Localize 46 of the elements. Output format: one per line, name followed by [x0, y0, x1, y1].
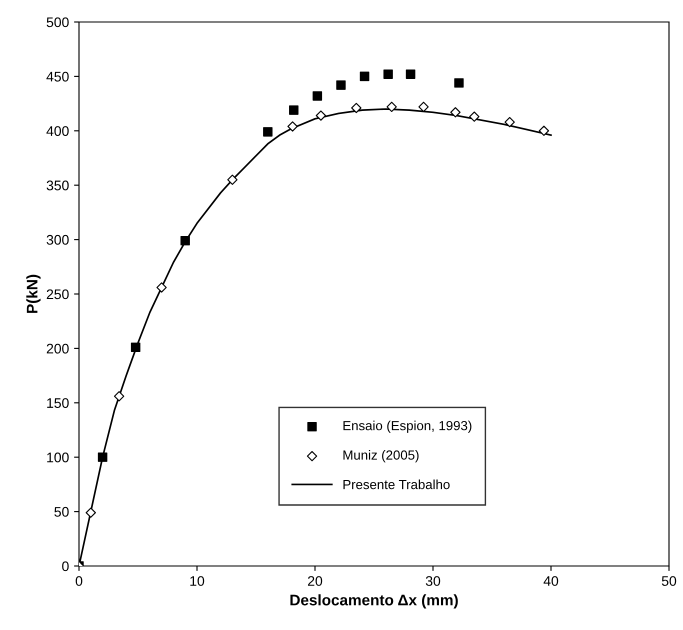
point — [86, 508, 96, 518]
point — [454, 78, 464, 88]
x-tick-label: 40 — [544, 576, 558, 586]
y-tick-label: 100 — [47, 452, 69, 462]
point — [360, 72, 370, 82]
point — [227, 174, 238, 185]
point — [98, 452, 108, 462]
point — [504, 116, 515, 128]
y-tick-label: 150 — [47, 398, 69, 408]
y-tick-label: 50 — [54, 506, 69, 517]
legend-label: Muniz (2005) — [343, 450, 419, 462]
point — [418, 102, 429, 112]
x-tick-label: 50 — [662, 576, 676, 586]
point — [469, 111, 480, 122]
point — [386, 102, 397, 112]
point — [383, 70, 393, 79]
x-tick-label: 20 — [308, 576, 322, 586]
y-tick-label: 450 — [46, 72, 69, 82]
point — [289, 105, 298, 115]
point — [538, 126, 550, 136]
x-tick-label: 0 — [76, 576, 82, 586]
y-tick-label: 400 — [46, 126, 69, 136]
y-tick-label: 250 — [46, 289, 69, 300]
point — [130, 342, 140, 352]
point — [180, 236, 190, 246]
point — [316, 110, 326, 121]
x-axis-title: Deslocamento Δx (mm) — [290, 594, 458, 608]
point — [114, 391, 124, 402]
y-tick-label: 0 — [62, 561, 69, 572]
y-tick-label: 350 — [46, 180, 69, 190]
legend-label: Presente Trabalho — [343, 480, 450, 490]
point — [406, 70, 416, 79]
legend-label: Ensaio (Espion, 1993) — [343, 420, 472, 433]
x-tick-label: 30 — [426, 576, 440, 586]
point — [312, 91, 322, 101]
y-tick-label: 200 — [46, 344, 69, 354]
point — [351, 102, 362, 114]
y-tick-label: 300 — [46, 234, 69, 245]
point — [287, 121, 298, 132]
y-tick-label: 500 — [46, 17, 69, 28]
point — [336, 80, 346, 90]
x-tick-label: 10 — [190, 576, 204, 586]
point — [263, 127, 273, 137]
point — [450, 107, 461, 118]
point — [156, 282, 167, 293]
y-axis-title: P(kN) — [26, 274, 41, 313]
